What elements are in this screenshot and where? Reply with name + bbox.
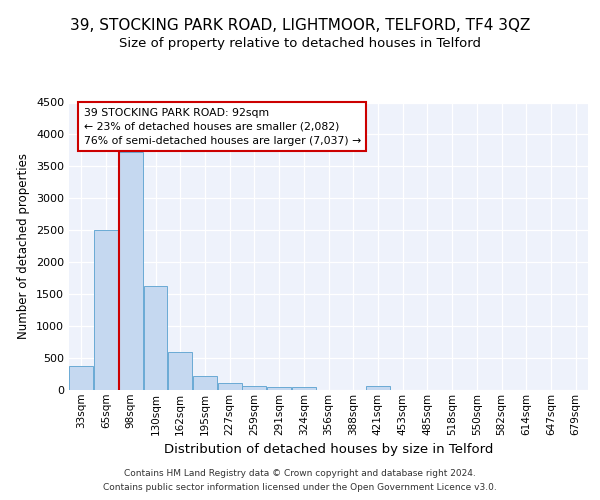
Text: 39 STOCKING PARK ROAD: 92sqm
← 23% of detached houses are smaller (2,082)
76% of: 39 STOCKING PARK ROAD: 92sqm ← 23% of de… — [84, 108, 361, 146]
Text: 39, STOCKING PARK ROAD, LIGHTMOOR, TELFORD, TF4 3QZ: 39, STOCKING PARK ROAD, LIGHTMOOR, TELFO… — [70, 18, 530, 32]
Bar — [143, 286, 167, 390]
Bar — [119, 152, 143, 390]
Bar — [94, 230, 118, 390]
Bar — [70, 366, 94, 390]
Text: Size of property relative to detached houses in Telford: Size of property relative to detached ho… — [119, 38, 481, 51]
Y-axis label: Number of detached properties: Number of detached properties — [17, 153, 31, 340]
Bar — [218, 383, 242, 390]
Bar — [242, 386, 266, 390]
Bar — [366, 386, 390, 390]
Text: Contains public sector information licensed under the Open Government Licence v3: Contains public sector information licen… — [103, 484, 497, 492]
Bar — [168, 352, 192, 390]
Text: Contains HM Land Registry data © Crown copyright and database right 2024.: Contains HM Land Registry data © Crown c… — [124, 468, 476, 477]
Bar — [292, 388, 316, 390]
X-axis label: Distribution of detached houses by size in Telford: Distribution of detached houses by size … — [164, 443, 493, 456]
Bar — [193, 376, 217, 390]
Bar — [267, 387, 291, 390]
